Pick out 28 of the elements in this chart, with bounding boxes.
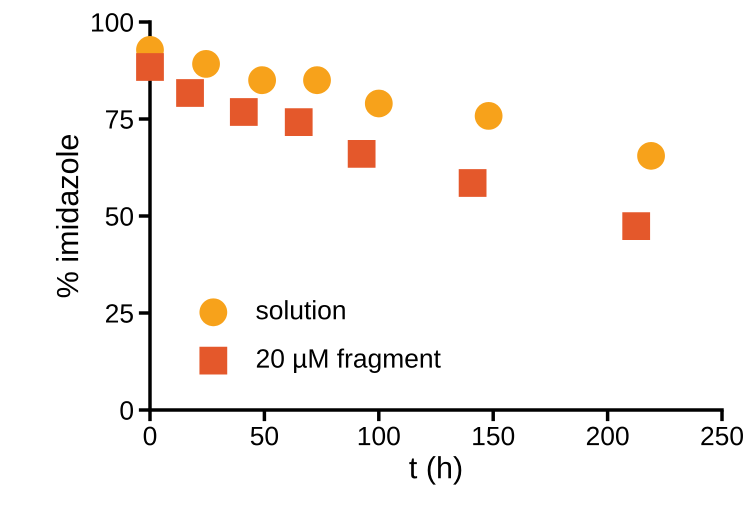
point <box>176 79 204 107</box>
x-tick-label: 150 <box>473 426 514 446</box>
y-tick-label: 50 <box>106 207 133 226</box>
point <box>192 50 220 78</box>
x-tick-label: 0 <box>144 426 156 446</box>
point <box>622 212 650 240</box>
x-tick-label: 200 <box>586 426 629 446</box>
y-tick-label: 25 <box>106 304 133 323</box>
point <box>458 169 486 197</box>
x-tick-label: 100 <box>358 426 400 446</box>
point <box>303 66 331 94</box>
point <box>230 98 258 126</box>
y-tick-label: 75 <box>106 110 133 129</box>
point <box>474 102 503 130</box>
point <box>284 108 313 136</box>
x-tick-label: 250 <box>701 426 743 446</box>
legend-label: solution <box>256 300 345 320</box>
point <box>136 53 164 81</box>
point <box>348 140 376 168</box>
point <box>637 142 665 170</box>
x-axis-title: t (h) <box>409 456 462 485</box>
point <box>248 66 276 94</box>
y-tick-label: 100 <box>92 13 133 32</box>
y-tick-label: 0 <box>120 401 133 420</box>
y-axis-title: % imidazole <box>56 134 78 298</box>
x-tick-label: 50 <box>250 426 278 446</box>
legend-label: 20 µM fragment <box>256 348 441 374</box>
point <box>364 90 393 118</box>
